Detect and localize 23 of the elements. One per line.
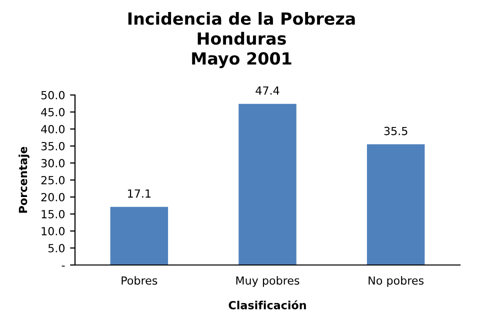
y-tick-label: 35.0 xyxy=(41,142,65,150)
y-tick-label: 5.0 xyxy=(48,244,65,252)
bar xyxy=(366,144,425,265)
y-tick-label: - xyxy=(62,266,65,267)
y-tick-label: 50.0 xyxy=(41,90,65,100)
x-tick-label: Pobres xyxy=(122,276,158,285)
chart-title: Incidencia de la Pobreza Honduras Mayo 2001 xyxy=(128,12,355,68)
y-tick-label: 15.0 xyxy=(42,210,65,218)
y-tick-label: 30.0 xyxy=(41,158,65,168)
x-axis-title: Clasificación xyxy=(228,300,306,310)
bar xyxy=(238,104,296,265)
data-label: 47.4 xyxy=(256,86,280,95)
data-label: 17.1 xyxy=(128,190,151,198)
data-label: 35.5 xyxy=(384,126,408,136)
y-tick-label: 40.0 xyxy=(41,124,65,134)
y-tick-label: 20.0 xyxy=(41,192,65,202)
y-tick-label: 25.0 xyxy=(41,176,65,184)
y-axis-title: Porcentaje xyxy=(18,146,30,213)
bar xyxy=(110,206,168,265)
x-tick-label: No pobres xyxy=(368,276,424,287)
y-tick-label: 10.0 xyxy=(42,226,65,236)
y-tick-label: 45.0 xyxy=(41,108,65,116)
x-tick-label: Muy pobres xyxy=(236,276,300,287)
